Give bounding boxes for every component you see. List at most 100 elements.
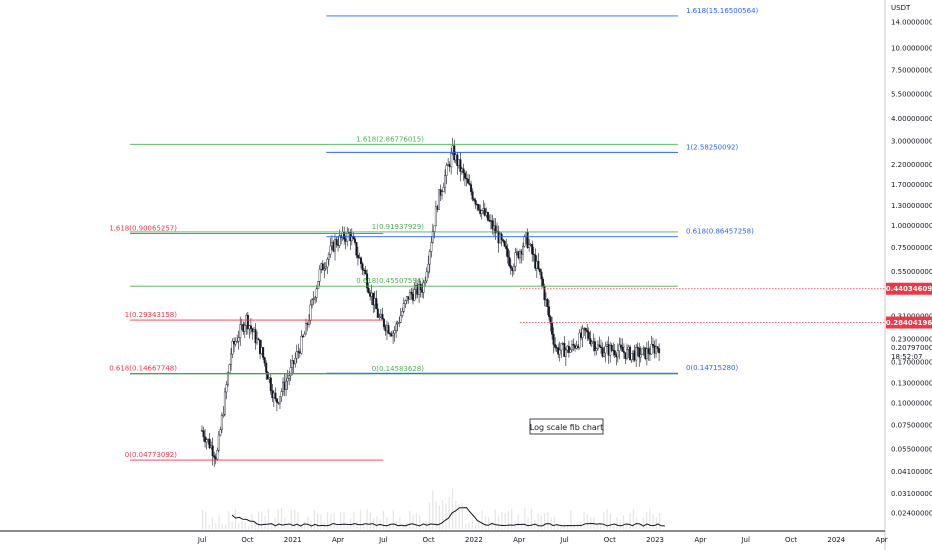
y-axis-ticks[interactable]: 14.00000000 10.00000000 7.50000000 5.500000… bbox=[891, 19, 932, 518]
candle-body bbox=[589, 338, 592, 345]
volume-bar bbox=[405, 522, 408, 529]
candle-body bbox=[505, 245, 508, 249]
candle-body bbox=[427, 263, 430, 273]
y-tick-label: 0.23000000 bbox=[891, 335, 932, 343]
y-tick-label: 0.07500000 bbox=[891, 422, 932, 430]
candle-body bbox=[381, 313, 384, 320]
candle-body bbox=[538, 268, 541, 273]
candle-body bbox=[236, 341, 239, 343]
candle-body bbox=[317, 281, 320, 289]
candle-body bbox=[587, 331, 590, 339]
candle-body bbox=[356, 254, 359, 258]
candle-body bbox=[419, 283, 422, 291]
volume-bar bbox=[448, 496, 450, 529]
candle-body bbox=[425, 271, 428, 282]
y-tick-label: 3.00000000 bbox=[891, 137, 932, 145]
volume-bar bbox=[228, 511, 230, 529]
volume-bar bbox=[613, 525, 615, 529]
annotation-text: Log scale fib chart bbox=[530, 423, 603, 432]
candle-body bbox=[581, 328, 584, 338]
volume-bar bbox=[474, 524, 477, 529]
y-tick-label: 5.50000000 bbox=[891, 91, 932, 99]
volume-bar bbox=[461, 503, 463, 529]
volume-bar bbox=[287, 525, 289, 529]
candle-body bbox=[338, 235, 341, 246]
candle-body bbox=[355, 242, 358, 256]
annotation-note[interactable]: Log scale fib chart bbox=[529, 418, 604, 435]
volume-bar bbox=[596, 523, 598, 529]
candle-body bbox=[651, 343, 654, 346]
candle-body bbox=[650, 343, 653, 355]
volume-bar bbox=[544, 513, 546, 529]
volume-bar bbox=[560, 524, 562, 529]
candle-body bbox=[470, 184, 473, 192]
candle-body bbox=[494, 225, 497, 234]
candle-body bbox=[361, 263, 364, 271]
fib-level-label: 1.618(15.16500564) bbox=[686, 7, 759, 15]
candle-body bbox=[401, 311, 404, 316]
x-tick-label: Jul bbox=[740, 536, 750, 544]
volume-bar bbox=[238, 523, 240, 529]
indicator-line bbox=[231, 507, 666, 527]
volume-bar bbox=[313, 510, 316, 529]
volume-bar bbox=[530, 508, 533, 529]
candle-body bbox=[567, 345, 570, 353]
volume-bar bbox=[234, 509, 237, 529]
candle-body bbox=[444, 175, 447, 188]
candle-body bbox=[560, 343, 563, 351]
y-tick-label: 0.04100000 bbox=[891, 468, 932, 476]
candles-layer bbox=[200, 137, 661, 467]
candle-body bbox=[318, 269, 321, 282]
volume-bar bbox=[409, 511, 411, 529]
candle-body bbox=[234, 341, 237, 345]
y-tick-label: 2.20000000 bbox=[891, 161, 932, 169]
volume-bar bbox=[208, 524, 210, 529]
volume-bar bbox=[629, 513, 631, 529]
candle-body bbox=[434, 206, 437, 227]
x-tick-label: Apr bbox=[694, 536, 706, 544]
volume-bar bbox=[504, 513, 506, 529]
candle-body bbox=[303, 333, 306, 337]
volume-bar bbox=[215, 523, 217, 529]
candle-body bbox=[324, 266, 327, 269]
volume-bar bbox=[389, 523, 391, 529]
candle-body bbox=[329, 245, 332, 255]
volume-bar bbox=[438, 505, 440, 529]
volume-bar bbox=[455, 500, 457, 529]
x-axis-ticks[interactable]: Jul Oct 2021 Apr Jul Oct 2022 Apr Jul Oct 2023 Apr J… bbox=[197, 536, 888, 544]
volume-bar bbox=[458, 504, 460, 529]
volume-bar bbox=[261, 511, 263, 529]
fib-level-label: 0.618(0.14667748) bbox=[109, 364, 177, 372]
x-tick-label: 2022 bbox=[465, 536, 483, 544]
volume-bar bbox=[225, 524, 227, 529]
candle-body bbox=[265, 362, 268, 373]
candle-body bbox=[514, 252, 517, 267]
volume-bar bbox=[616, 517, 618, 529]
candle-body bbox=[223, 391, 226, 415]
candle-body bbox=[231, 340, 234, 355]
candle-body bbox=[410, 291, 413, 295]
volume-bar bbox=[626, 522, 628, 529]
fib-level-label: 0(0.14715280) bbox=[686, 364, 738, 372]
candle-body bbox=[278, 396, 281, 404]
candle-body bbox=[413, 289, 416, 301]
fib-level-label: 1(0.29343158) bbox=[125, 311, 177, 319]
candle-body bbox=[335, 239, 338, 245]
volume-bar bbox=[511, 508, 513, 529]
candle-body bbox=[528, 244, 531, 248]
volume-bar bbox=[636, 517, 638, 529]
candle-body bbox=[636, 346, 639, 349]
candle-body bbox=[540, 271, 543, 280]
candle-body bbox=[655, 346, 658, 354]
candle-body bbox=[213, 455, 216, 458]
candle-body bbox=[378, 316, 381, 318]
volume-bar bbox=[211, 517, 214, 529]
volume-bar bbox=[386, 516, 388, 529]
x-tick-label: Oct bbox=[785, 536, 797, 544]
volume-bar bbox=[649, 508, 651, 529]
y-tick-label: 0.03100000 bbox=[891, 490, 932, 498]
volume-bar bbox=[326, 512, 329, 529]
volume-bar bbox=[603, 511, 605, 529]
volume-bar bbox=[419, 515, 421, 529]
